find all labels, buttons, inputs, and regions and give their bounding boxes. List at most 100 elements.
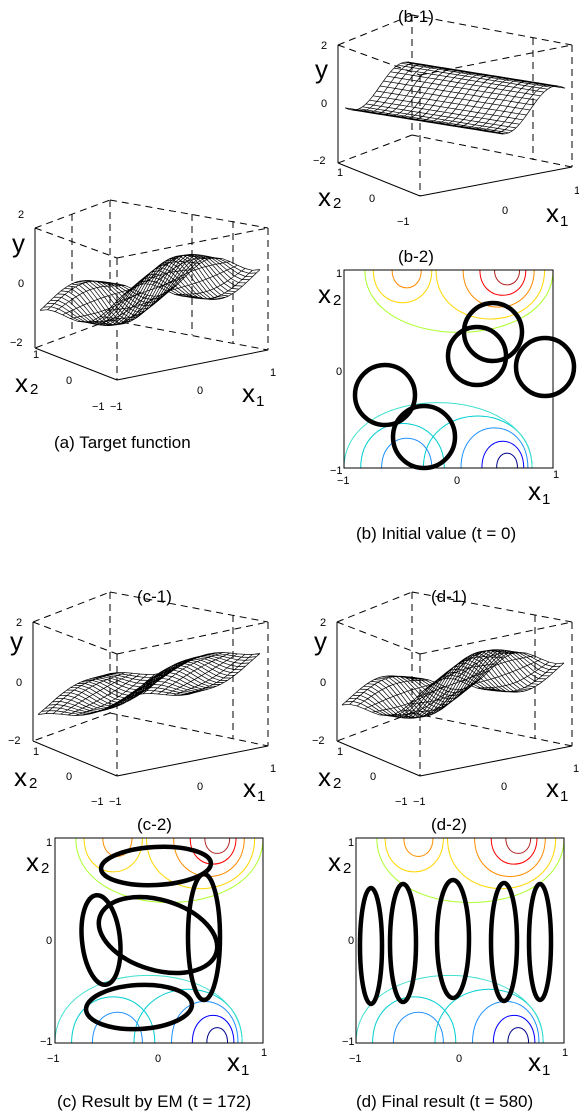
contour-line bbox=[460, 427, 529, 469]
axes-box-a bbox=[34, 199, 269, 381]
contour-line bbox=[391, 269, 422, 289]
y-tick-bottom-d: −2 bbox=[312, 735, 325, 747]
x1-tick-left-d: −1 bbox=[413, 796, 426, 808]
x2-tick-bottom-c: −1 bbox=[91, 796, 104, 808]
x1-axis-label-d2: x1 bbox=[528, 1047, 550, 1079]
y-axis-label-a: y bbox=[12, 228, 25, 258]
contour-line bbox=[206, 1027, 229, 1044]
surface-mesh-d bbox=[341, 649, 565, 719]
contour-line bbox=[474, 837, 546, 877]
contour-line bbox=[376, 837, 565, 903]
x1-axis-label-c: x1 bbox=[243, 773, 265, 805]
title-c1: (c-1) bbox=[137, 587, 172, 606]
contour-y-tick-bottom-c: −1 bbox=[40, 1036, 53, 1048]
x2-tick-top-a: 1 bbox=[33, 349, 39, 361]
caption-b: (b) Initial value (t = 0) bbox=[356, 524, 516, 543]
x2-tick-mid-c: 0 bbox=[66, 771, 72, 783]
surface-mesh-c bbox=[37, 652, 261, 716]
x2-tick-bottom-b: −1 bbox=[397, 216, 410, 228]
ellipse bbox=[513, 335, 577, 399]
ellipse bbox=[390, 403, 458, 471]
title-b2: (b-2) bbox=[398, 247, 434, 266]
title-b1: (b-1) bbox=[398, 7, 434, 26]
x1-tick-mid-c: 0 bbox=[197, 781, 203, 793]
y-axis-label-c: y bbox=[10, 626, 23, 656]
contour-x-tick-right-d: 1 bbox=[562, 1047, 568, 1059]
x1-tick-mid-a: 0 bbox=[197, 385, 203, 397]
contour-y-tick-mid-c: 0 bbox=[46, 935, 52, 947]
x2-tick-top-d: 1 bbox=[337, 746, 343, 758]
contour-x-tick-right-c: 1 bbox=[261, 1047, 267, 1059]
contour-y-tick-top-d: 1 bbox=[348, 837, 354, 849]
contour-line bbox=[447, 837, 557, 890]
contour-line bbox=[54, 974, 243, 1044]
y-tick-mid-c: 0 bbox=[16, 677, 22, 689]
y-tick-top-c: 2 bbox=[16, 617, 22, 629]
y-tick-mid-a: 0 bbox=[18, 278, 24, 290]
x1-tick-mid-d: 0 bbox=[501, 781, 507, 793]
contour-line bbox=[83, 837, 143, 873]
contour-line bbox=[384, 837, 444, 873]
contour-y-tick-mid-b: 0 bbox=[336, 366, 342, 378]
contour-y-tick-bottom-d: −1 bbox=[342, 1036, 355, 1048]
contour-frame-b bbox=[343, 269, 554, 469]
x1-tick-left-c: −1 bbox=[109, 796, 122, 808]
title-c2: (c-2) bbox=[137, 815, 172, 834]
x1-axis-label-d: x1 bbox=[546, 773, 568, 805]
y-tick-mid-b: 0 bbox=[321, 98, 327, 110]
contour-y-tick-mid-d: 0 bbox=[348, 935, 354, 947]
ellipse bbox=[185, 871, 223, 1003]
caption-d: (d) Final result (t = 580) bbox=[356, 1092, 533, 1111]
x1-tick-mid-b: 0 bbox=[502, 205, 508, 217]
gaussian-ellipses-c bbox=[79, 844, 223, 1032]
ellipse bbox=[98, 844, 214, 888]
contour-line bbox=[355, 974, 544, 1044]
y-tick-mid-d: 0 bbox=[320, 677, 326, 689]
contour-line bbox=[343, 402, 533, 469]
contour-y-tick-bottom-b: −1 bbox=[330, 465, 343, 477]
contour-frame-c bbox=[54, 837, 264, 1044]
contour-y-tick-top-b: 1 bbox=[336, 268, 342, 280]
caption-a: (a) Target function bbox=[54, 433, 191, 452]
y-tick-top-d: 2 bbox=[320, 617, 326, 629]
title-d1: (d-1) bbox=[431, 587, 467, 606]
contour-line bbox=[360, 423, 445, 469]
ellipse bbox=[526, 881, 554, 1003]
x2-tick-bottom-d: −1 bbox=[395, 796, 408, 808]
contour-x-tick-mid-c: 0 bbox=[155, 1053, 161, 1065]
contour-line bbox=[381, 437, 433, 469]
ellipse bbox=[352, 362, 418, 428]
y-tick-bottom-b: −2 bbox=[313, 155, 326, 167]
x2-tick-mid-a: 0 bbox=[66, 375, 72, 387]
x1-axis-label-b2: x1 bbox=[528, 476, 550, 508]
contour-line bbox=[71, 996, 156, 1044]
x1-axis-label-b: x1 bbox=[546, 198, 568, 230]
contour-x-tick-mid-d: 0 bbox=[456, 1053, 462, 1065]
ellipse bbox=[434, 877, 472, 1001]
x1-axis-label-c2: x1 bbox=[227, 1047, 249, 1079]
contour-line bbox=[372, 269, 433, 304]
contour-x-tick-right-b: 1 bbox=[553, 469, 559, 481]
x1-axis-label-a: x1 bbox=[242, 378, 264, 410]
contour-lines-b bbox=[343, 269, 554, 469]
x1-tick-right-d: 1 bbox=[573, 763, 579, 775]
contour-line bbox=[496, 452, 518, 469]
contour-line bbox=[435, 269, 546, 320]
y-axis-label-b: y bbox=[315, 54, 328, 84]
contour-x-tick-left-d: −1 bbox=[349, 1053, 362, 1065]
x2-tick-bottom-a: −1 bbox=[92, 401, 105, 413]
x1-tick-right-b: 1 bbox=[574, 185, 579, 197]
x1-tick-right-a: 1 bbox=[270, 367, 276, 379]
y-axis-label-d: y bbox=[314, 626, 327, 656]
y-tick-bottom-a: −2 bbox=[10, 337, 23, 349]
